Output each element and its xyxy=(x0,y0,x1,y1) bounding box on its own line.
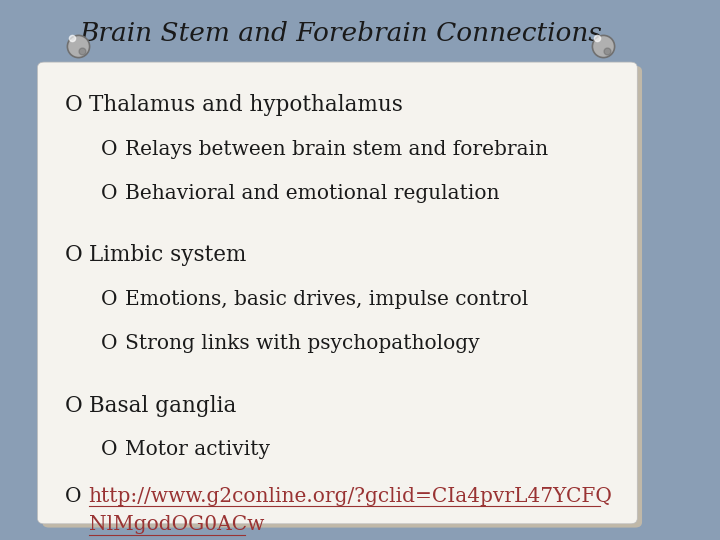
Text: Strong links with psychopathology: Strong links with psychopathology xyxy=(125,334,480,354)
FancyBboxPatch shape xyxy=(37,62,637,524)
Text: O: O xyxy=(65,395,83,416)
Text: http://www.g2conline.org/?gclid=CIa4pvrL47YCFQ: http://www.g2conline.org/?gclid=CIa4pvrL… xyxy=(89,487,613,506)
Text: O: O xyxy=(65,94,83,116)
Text: O: O xyxy=(101,184,117,204)
Text: Relays between brain stem and forebrain: Relays between brain stem and forebrain xyxy=(125,140,548,159)
Text: Motor activity: Motor activity xyxy=(125,440,270,460)
Text: O: O xyxy=(101,334,117,354)
Text: Thalamus and hypothalamus: Thalamus and hypothalamus xyxy=(89,94,402,116)
Text: Behavioral and emotional regulation: Behavioral and emotional regulation xyxy=(125,184,499,204)
Text: Basal ganglia: Basal ganglia xyxy=(89,395,236,416)
Text: O: O xyxy=(65,487,81,506)
Text: O: O xyxy=(101,440,117,460)
Text: O: O xyxy=(101,140,117,159)
Text: Brain Stem and Forebrain Connections: Brain Stem and Forebrain Connections xyxy=(79,21,602,46)
Text: Limbic system: Limbic system xyxy=(89,245,246,266)
Text: Emotions, basic drives, impulse control: Emotions, basic drives, impulse control xyxy=(125,290,528,309)
FancyBboxPatch shape xyxy=(42,66,642,528)
Text: O: O xyxy=(65,245,83,266)
Text: NlMgodOG0ACw: NlMgodOG0ACw xyxy=(89,515,264,535)
Text: O: O xyxy=(101,290,117,309)
